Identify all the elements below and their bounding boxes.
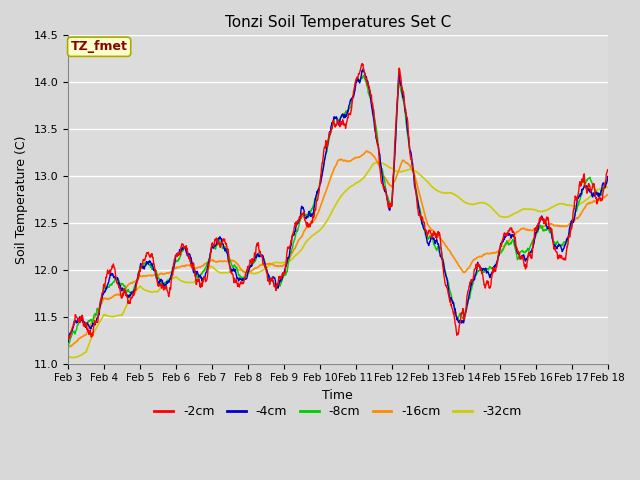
Legend: -2cm, -4cm, -8cm, -16cm, -32cm: -2cm, -4cm, -8cm, -16cm, -32cm [149,400,526,423]
Title: Tonzi Soil Temperatures Set C: Tonzi Soil Temperatures Set C [225,15,451,30]
Text: TZ_fmet: TZ_fmet [71,40,127,53]
Y-axis label: Soil Temperature (C): Soil Temperature (C) [15,135,28,264]
X-axis label: Time: Time [323,389,353,402]
